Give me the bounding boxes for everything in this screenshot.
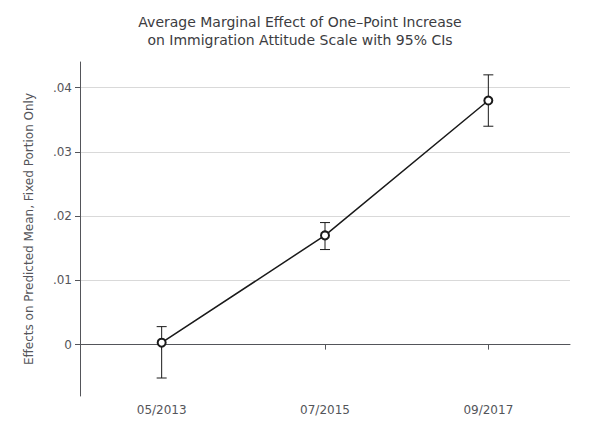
svg-text:.04: .04 (53, 81, 72, 95)
svg-text:09/2017: 09/2017 (463, 403, 513, 417)
svg-text:0: 0 (64, 338, 72, 352)
svg-text:05/2013: 05/2013 (137, 403, 187, 417)
svg-text:.02: .02 (53, 209, 72, 223)
svg-text:.01: .01 (53, 273, 72, 287)
svg-text:Average Marginal Effect of One: Average Marginal Effect of One–Point Inc… (138, 14, 461, 30)
svg-text:07/2015: 07/2015 (300, 403, 350, 417)
svg-text:on Immigration Attitude Scale: on Immigration Attitude Scale with 95% C… (147, 32, 452, 48)
svg-text:.03: .03 (53, 145, 72, 159)
svg-text:Effects on Predicted Mean, Fix: Effects on Predicted Mean, Fixed Portion… (22, 93, 36, 365)
